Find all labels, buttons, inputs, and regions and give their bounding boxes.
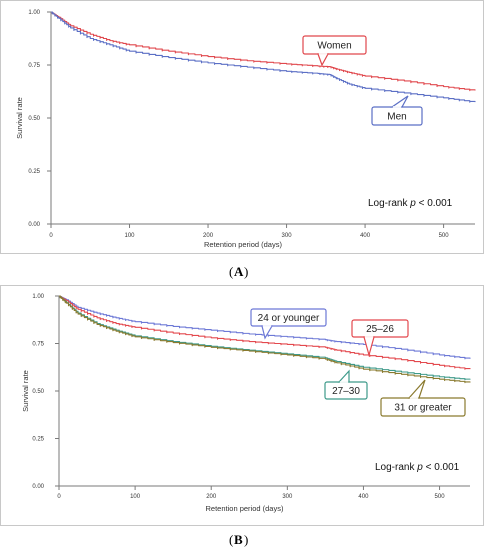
panel-b-x-tick-label: 200 [206, 494, 217, 500]
panel-b-legend-label-0: 24 or younger [258, 313, 320, 324]
panel-a: 0.00 0.25 0.50 0.75 1.00 0 100 200 300 400 500 Rete… [0, 0, 484, 254]
panel-b: 0.00 0.25 0.50 0.75 1.00 0 100 200 300 400 500 Rete… [0, 285, 484, 526]
panel-a-y-tick-label: 0.25 [28, 169, 40, 175]
panel-b-logrank-p: p [416, 462, 425, 473]
panel-a-plot: 0.00 0.25 0.50 0.75 1.00 0 100 200 300 400 500 Rete… [15, 10, 476, 249]
panel-a-legend-label-1: Men [387, 112, 406, 123]
panel-b-y-tick-label: 0.50 [32, 389, 44, 395]
panel-b-callout-box-3 [380, 397, 466, 417]
panel-b-legend-label-1: 25–26 [366, 324, 394, 335]
panel-b-x-tick-label: 500 [435, 494, 446, 500]
panel-a-y-axis-title: Survival rate [15, 97, 24, 139]
panel-a-x-tick-label: 300 [282, 233, 293, 239]
panel-a-x-tick-label: 400 [360, 233, 371, 239]
panel-b-callout-box-0 [250, 308, 327, 327]
panel-b-x-tick-label: 400 [358, 494, 369, 500]
panel-a-x-tick-label: 200 [203, 233, 214, 239]
panel-a-x-tick-label: 0 [49, 233, 53, 239]
panel-b-x-axis-title: Retention period (days) [206, 504, 284, 513]
panel-b-logrank-annotation: Log-rank p < 0.001 [375, 462, 460, 473]
panel-b-label-letter: B [234, 532, 243, 547]
panel-a-logrank-p: p [409, 198, 418, 209]
panel-a-logrank-prefix: Log-rank [368, 198, 410, 209]
panel-b-label-open: ( [229, 532, 233, 547]
panel-a-label-close: ) [244, 264, 248, 279]
panel-b-series-line-3 [59, 295, 471, 384]
panel-b-callout-1: 25–26 [351, 319, 409, 358]
panel-b-legend-label-3: 31 or greater [394, 403, 452, 414]
panel-b-plot: 0.00 0.25 0.50 0.75 1.00 0 100 200 300 400 500 Rete… [21, 294, 471, 513]
panel-b-callout-3: 31 or greater [380, 379, 466, 417]
panel-b-series-line-1 [59, 295, 471, 370]
panel-a-x-tick-label: 100 [125, 233, 136, 239]
panel-a-y-tick-label: 0.50 [28, 116, 40, 122]
panel-b-y-tick-label: 1.00 [32, 294, 44, 300]
panel-b-x-tick-label: 0 [57, 494, 61, 500]
panel-a-frame [0, 0, 484, 254]
panel-a-label-letter: A [234, 264, 244, 279]
panel-a-callout-1: Men [371, 95, 423, 126]
panel-a-y-tick-label: 1.00 [28, 10, 40, 16]
panel-a-x-tick-label: 500 [439, 233, 450, 239]
panel-b-callout-0: 24 or younger [250, 308, 327, 340]
panel-a-label: ( A ) [229, 264, 248, 279]
panel-a-logrank-annotation: Log-rank p < 0.001 [368, 198, 453, 209]
panel-b-label-close: ) [244, 532, 248, 547]
panel-a-y-tick-label: 0.75 [28, 63, 40, 69]
panel-b-x-tick-label: 300 [282, 494, 293, 500]
panel-b-x-tick-label: 100 [130, 494, 141, 500]
panel-a-callout-0: Women [302, 35, 367, 67]
panel-b-logrank-prefix: Log-rank [375, 462, 417, 473]
panel-b-label: ( B ) [229, 532, 248, 547]
panel-a-callout-box-0 [302, 35, 367, 55]
panel-b-series-line-0 [59, 295, 471, 360]
panel-a-x-axis-title: Retention period (days) [204, 240, 282, 249]
panel-a-legend-label-0: Women [317, 41, 351, 52]
panel-b-logrank-value: < 0.001 [426, 462, 460, 473]
panel-b-callout-box-1 [351, 319, 409, 338]
panel-a-logrank-value: < 0.001 [419, 198, 453, 209]
panel-b-y-tick-label: 0.00 [32, 484, 44, 490]
panel-b-y-tick-label: 0.25 [32, 437, 44, 443]
panel-b-legend-label-2: 27–30 [332, 386, 360, 397]
panel-a-series-line-0 [51, 11, 476, 92]
panel-b-y-tick-label: 0.75 [32, 342, 44, 348]
panel-a-label-open: ( [229, 264, 233, 279]
panel-a-series-line-1 [51, 11, 476, 103]
panel-b-y-axis-title: Survival rate [21, 370, 30, 412]
panel-a-y-tick-label: 0.00 [28, 222, 40, 228]
panel-b-callout-2: 27–30 [324, 369, 368, 400]
